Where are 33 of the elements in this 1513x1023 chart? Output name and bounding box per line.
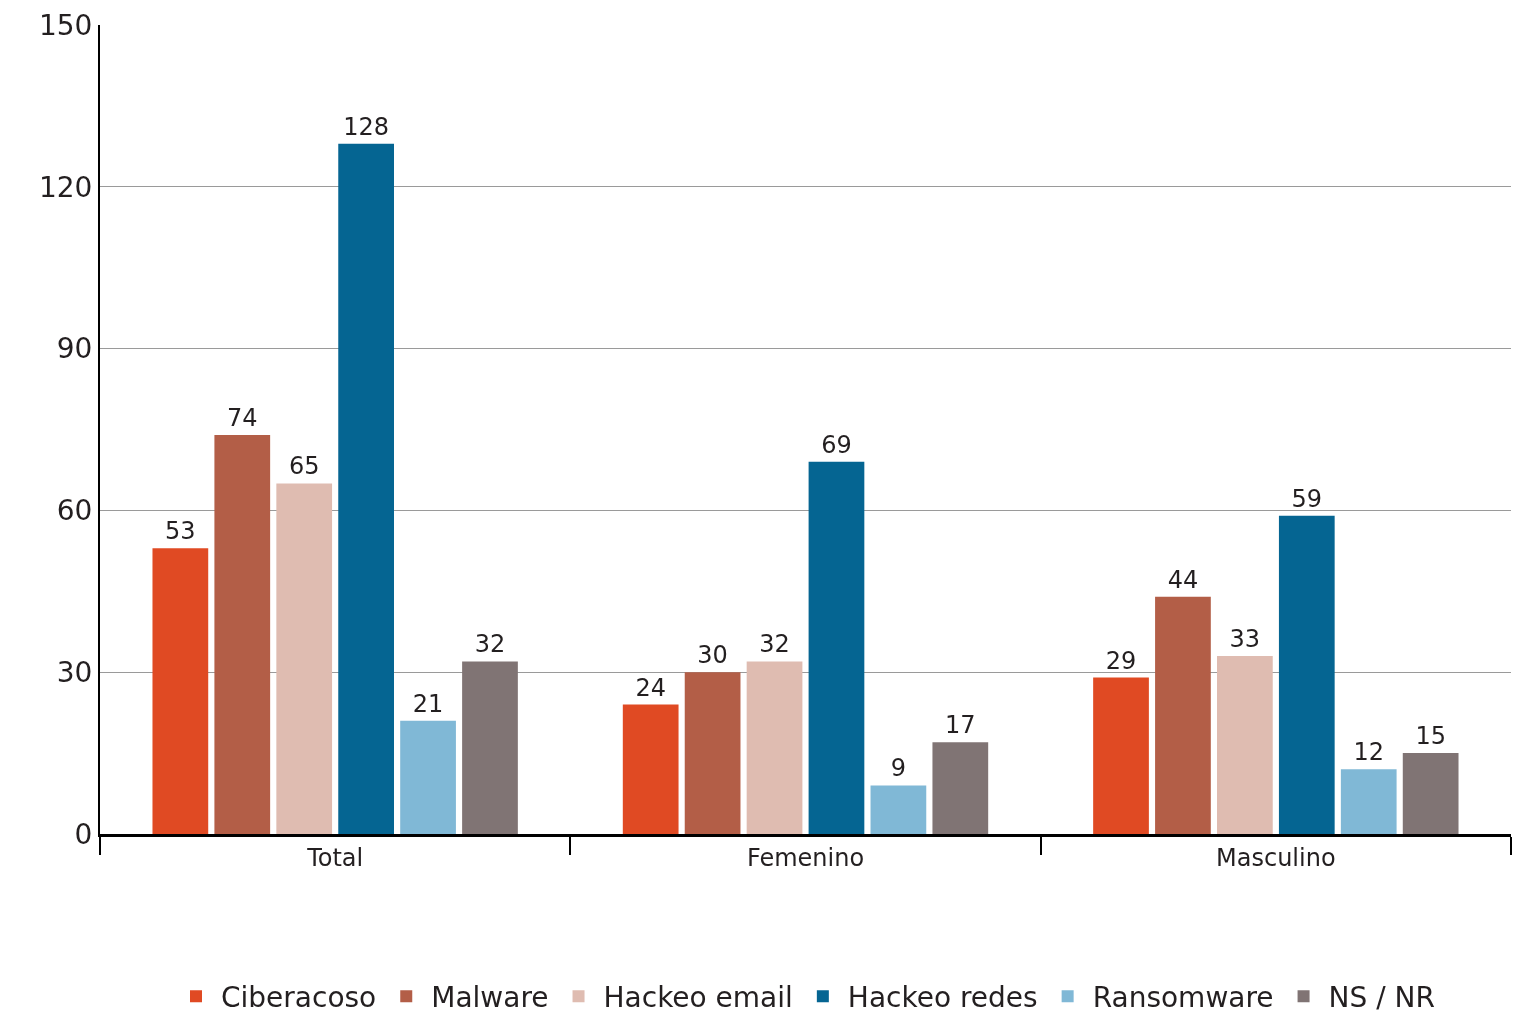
data-label: 12 [1353, 738, 1384, 767]
x-tick-label: Femenino [746, 843, 865, 872]
data-label: 15 [1415, 722, 1446, 751]
data-label: 24 [635, 673, 666, 702]
data-label: 32 [759, 630, 790, 659]
legend-label: Hackeo redes [847, 981, 1038, 1015]
y-tick-label: 90 [56, 332, 93, 366]
data-label: 33 [1229, 625, 1261, 654]
legend-label: Hackeo email [603, 981, 793, 1015]
data-label: 65 [288, 452, 320, 481]
data-label: 69 [821, 430, 852, 459]
data-label: 30 [697, 641, 728, 670]
y-tick-label: 120 [38, 170, 93, 204]
data-label: 32 [474, 630, 506, 659]
legend-label: Ransomware [1092, 981, 1274, 1015]
x-tick-label: Masculino [1216, 843, 1336, 872]
legend-label: NS / NR [1328, 981, 1435, 1015]
y-tick-label: 150 [38, 8, 93, 42]
legend-label: Ciberacoso [221, 981, 377, 1015]
x-tick-label: Total [306, 843, 364, 872]
y-tick-label: 60 [56, 494, 93, 528]
data-label: 128 [343, 112, 390, 141]
data-label: 9 [890, 754, 907, 783]
data-label: 44 [1167, 565, 1199, 594]
y-tick-label: 0 [74, 817, 93, 851]
data-label: 29 [1105, 646, 1137, 675]
data-label: 17 [945, 711, 976, 740]
data-label: 74 [227, 403, 258, 432]
data-label: 21 [412, 689, 444, 718]
legend-label: Malware [431, 981, 549, 1015]
data-label: 59 [1291, 484, 1323, 513]
data-label: 53 [165, 517, 196, 546]
y-tick-label: 30 [56, 656, 93, 689]
